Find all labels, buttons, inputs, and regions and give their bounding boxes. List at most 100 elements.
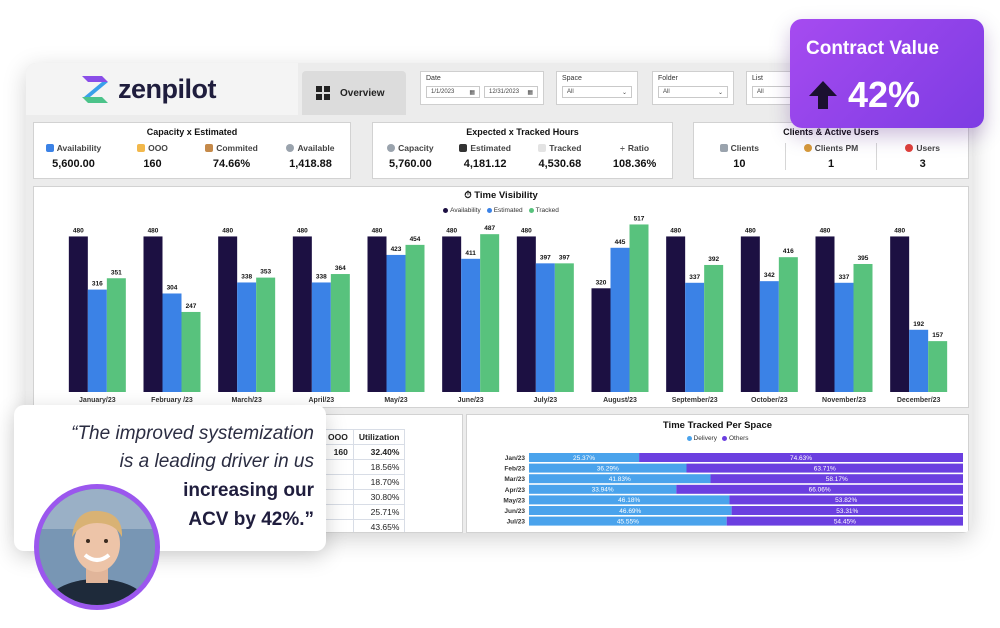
bar-availability	[292, 236, 312, 392]
calendar-icon: ▦	[527, 89, 533, 96]
tab-overview[interactable]: Overview	[302, 71, 406, 115]
bar-availability	[367, 236, 387, 392]
card-title: Capacity x Estimated	[146, 127, 238, 137]
clients-users-card: Clients & Active Users Clients 10 Client…	[693, 122, 969, 179]
data-label: 338	[241, 273, 252, 280]
date-filter-label: Date	[426, 75, 441, 82]
legend-item-availability: Availability	[443, 207, 481, 214]
space-filter-label: Space	[562, 75, 582, 82]
x-tick-label: March/23	[231, 397, 261, 404]
quote-line: increasing our	[183, 480, 314, 501]
chart-legend: Availability Estimated Tracked	[34, 207, 968, 214]
bar-delivery	[529, 484, 677, 494]
utilization-cell: 32.40%	[352, 444, 406, 460]
calendar-icon: ▦	[469, 89, 475, 96]
zenpilot-logo-icon	[82, 76, 108, 103]
data-label: 480	[372, 227, 383, 234]
space-select[interactable]: All ⌄	[562, 86, 632, 98]
bar-tracked	[629, 224, 649, 392]
y-tick-label: Mar/23	[504, 476, 525, 483]
data-label: 63.71%	[814, 465, 836, 472]
kpi-value: 1,418.88	[289, 158, 332, 170]
utilization-cell: 25.71%	[352, 504, 406, 520]
x-tick-label: July/23	[533, 397, 557, 404]
bar-tracked	[106, 278, 126, 392]
data-label: 342	[764, 272, 775, 279]
kpi-capacity: Capacity 5,760.00	[373, 143, 448, 170]
data-label: 157	[932, 332, 943, 339]
data-label: 36.29%	[597, 465, 619, 472]
data-label: 337	[839, 274, 850, 281]
arrow-up-icon	[809, 81, 837, 109]
utilization-cell: 18.70%	[352, 474, 406, 490]
kpi-availability: Availability 5,600.00	[34, 143, 113, 170]
bar-availability	[143, 236, 163, 392]
divide-icon: ÷	[620, 143, 625, 153]
bar-tracked	[181, 311, 201, 392]
data-label: 480	[745, 227, 756, 234]
utilization-table: OOO Utilization 160 32.40% 18.56% 18.70%…	[322, 429, 406, 532]
bar-tracked	[405, 244, 425, 392]
stopwatch-icon	[459, 144, 468, 152]
bar-others	[676, 484, 963, 494]
bar-tracked	[928, 341, 948, 392]
bar-estimated	[685, 282, 705, 392]
end-date-input[interactable]: 12/31/2023 ▦	[484, 86, 538, 98]
kpi-value: 5,600.00	[52, 158, 95, 170]
bar-estimated	[311, 282, 331, 392]
kpi-value: 160	[143, 158, 162, 170]
badge-value: 42%	[848, 74, 921, 115]
bar-estimated	[87, 289, 107, 392]
chevron-down-icon: ⌄	[717, 89, 723, 96]
bar-availability	[68, 236, 88, 392]
folder-select[interactable]: All ⌄	[658, 86, 728, 98]
bar-estimated	[237, 282, 257, 392]
data-label: 25.37%	[573, 455, 595, 462]
dashboard-grid-icon	[316, 86, 330, 100]
chart-title: ⏱ Time Visibility	[464, 190, 538, 201]
kpi-clients: Clients 10	[694, 143, 785, 170]
quote-line: is a leading driver in us	[119, 451, 314, 472]
expected-tracked-card: Expected x Tracked Hours Capacity 5,760.…	[372, 122, 673, 179]
clock-icon: ⏱	[464, 190, 472, 201]
folder-filter: Folder All ⌄	[652, 71, 734, 105]
bar-tracked	[704, 264, 724, 392]
bar-delivery	[529, 516, 727, 526]
data-label: 46.18%	[618, 497, 640, 504]
data-label: 45.55%	[617, 518, 639, 525]
data-label: 66.06%	[809, 487, 831, 494]
data-label: 397	[559, 254, 570, 261]
bar-tracked	[778, 257, 798, 392]
legend-item-estimated: Estimated	[486, 207, 523, 214]
bar-availability	[218, 236, 238, 392]
kpi-ooo: OOO 160	[113, 143, 192, 170]
data-label: 480	[297, 227, 308, 234]
bar-tracked	[480, 234, 500, 392]
bar-tracked	[554, 263, 574, 392]
pin-icon	[905, 144, 914, 152]
ooo-header: OOO	[322, 429, 354, 445]
kpi-value: 108.36%	[612, 158, 657, 170]
bar-tracked	[256, 277, 276, 392]
bar-availability	[890, 236, 910, 392]
data-label: 480	[894, 227, 905, 234]
y-tick-label: Jun/23	[504, 508, 525, 515]
kpi-value: 10	[733, 158, 746, 170]
data-label: 480	[148, 227, 159, 234]
start-date-input[interactable]: 1/1/2023 ▦	[426, 86, 480, 98]
tab-overview-label: Overview	[340, 87, 385, 99]
card-title: Clients & Active Users	[783, 127, 879, 137]
table-row: 160 32.40%	[322, 444, 406, 460]
brand-name: zenpilot	[118, 73, 217, 104]
x-tick-label: May/23	[384, 397, 407, 404]
data-label: 304	[167, 284, 178, 291]
bar-availability	[591, 288, 611, 392]
y-tick-label: Jul/23	[507, 519, 526, 526]
kpi-value: 1	[827, 158, 835, 170]
data-label: 395	[858, 255, 869, 262]
bar-estimated	[386, 254, 406, 392]
x-tick-label: November/23	[822, 397, 866, 404]
kpi-users: Users 3	[876, 143, 968, 170]
x-tick-label: December/23	[897, 397, 941, 404]
